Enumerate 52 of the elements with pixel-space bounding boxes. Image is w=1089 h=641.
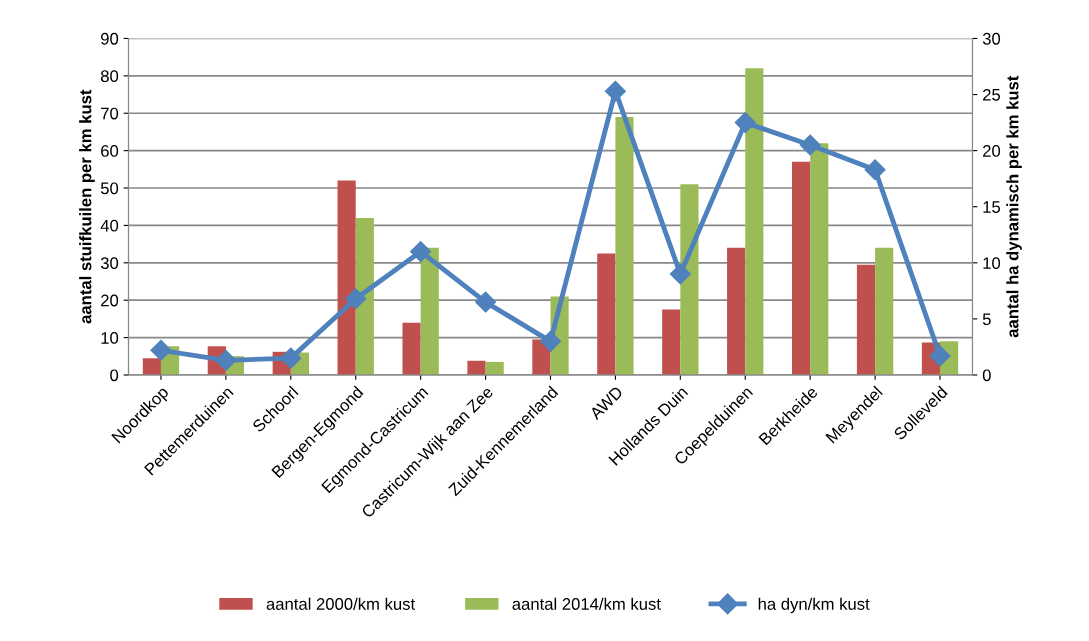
bar [355,217,374,375]
bar [420,247,439,375]
point [475,291,497,313]
point [864,159,886,181]
y2-tick-label: 30 [982,32,1001,45]
point [604,80,626,102]
bar [680,184,699,375]
y2-tick-label: 25 [983,88,1001,101]
y2-tick-label: 5 [982,313,991,326]
bar [662,309,681,375]
point [215,349,237,371]
y-tick-label: 30 [100,257,119,270]
point [929,345,951,367]
bar [142,358,161,375]
point [799,134,821,156]
y2-tick-label: 20 [983,145,1001,157]
legend-label: aantal 2000/km kust [266,597,416,610]
bar [337,180,356,375]
bar [745,68,764,375]
y-tick-label: 10 [101,331,119,344]
legend-label: aantal 2014/km kust [512,597,661,610]
y-tick-label: 80 [100,70,119,83]
point [734,112,756,134]
y2-tick-label: 15 [983,201,1001,213]
point [150,339,172,361]
y-axis-title: aantal stuifkuilen per km kust [79,89,95,324]
bar [810,143,829,375]
point [539,330,562,352]
bar [485,361,504,375]
y-tick-label: 60 [101,145,119,157]
point [280,347,302,369]
y-tick-label: 40 [100,219,119,232]
y-tick-label: 20 [101,294,119,307]
y-tick-label: 50 [100,182,119,195]
point [410,241,432,263]
bar [615,116,634,375]
bar [467,360,486,375]
bar [856,264,876,375]
legend-label: ha dyn/km kust [758,597,870,614]
y-tick-label: 70 [101,107,119,120]
bar [402,322,421,375]
y2-tick-label: 0 [982,369,991,382]
y-tick-label: 0 [110,369,119,382]
bar [597,253,616,375]
y2-axis-title: aantal ha dynamisch per km kust [1006,75,1022,338]
point [345,288,367,310]
bar [792,161,811,375]
bar [727,247,746,375]
point [669,263,691,285]
y2-tick-label: 10 [983,257,1001,270]
bar [875,247,894,375]
y-tick-label: 90 [101,32,119,45]
